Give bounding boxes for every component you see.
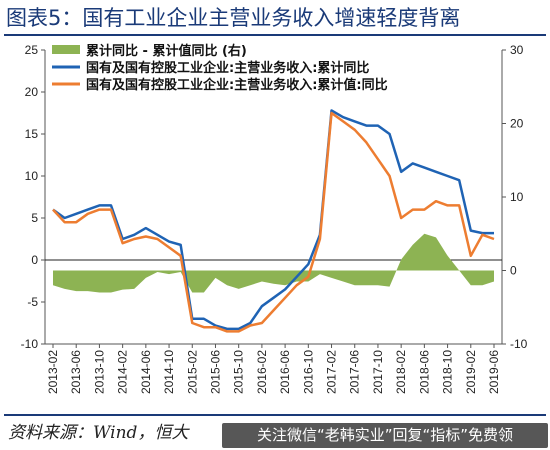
x-tick-label: 2015-02 — [185, 350, 199, 394]
x-tick-label: 2013-02 — [46, 350, 60, 394]
figure-title: 图表5：国有工业企业主营业务收入增速轻度背离 — [6, 6, 461, 30]
y-right-tick-label: 10 — [510, 190, 524, 204]
x-tick-label: 2018-02 — [394, 350, 408, 394]
y-right-tick-label: 30 — [510, 43, 524, 57]
series-line-cumulative-yoy — [52, 109, 494, 331]
x-tick-label: 2015-06 — [208, 350, 222, 394]
x-tick-label: 2017-02 — [325, 350, 339, 394]
x-tick-label: 2014-10 — [162, 350, 176, 394]
chart: -10 -5 0 5 10 15 20 25 -10 0 10 20 30 2013-02 2013-06 2… — [21, 43, 528, 394]
legend-label: 国有及国有控股工业企业:主营业务收入:累计值:同比 — [86, 77, 388, 93]
y-left-tick-label: 5 — [31, 211, 38, 225]
x-tick-label: 2018-06 — [417, 350, 431, 394]
x-tick-label: 2018-10 — [441, 350, 455, 394]
x-tick-label: 2014-06 — [139, 350, 153, 394]
y-left-tick-label: -5 — [27, 295, 38, 309]
y-right-tick-label: 0 — [510, 264, 517, 278]
y-right-tick-label: -10 — [510, 337, 528, 351]
x-tick-label: 2019-02 — [464, 350, 478, 394]
legend-label: 国有及国有控股工业企业:主营业务收入:累计同比 — [86, 60, 369, 76]
y-left-tick-label: 20 — [25, 85, 39, 99]
x-tick-label: 2013-10 — [92, 350, 106, 394]
bottom-rule — [4, 414, 546, 416]
x-tick-label: 2013-06 — [69, 350, 83, 394]
x-tick-label: 2014-02 — [116, 350, 130, 394]
y-left-tick-label: 15 — [25, 127, 39, 141]
y-left-tick-label: 10 — [25, 169, 39, 183]
x-tick-label: 2015-10 — [232, 350, 246, 394]
x-tick-label: 2016-10 — [301, 350, 315, 394]
y-left-tick-label: 25 — [25, 43, 39, 57]
series-line-cumulative-value-yoy — [52, 111, 495, 333]
x-tick-label: 2017-10 — [371, 350, 385, 394]
x-tick-label: 2016-02 — [255, 350, 269, 394]
y-left-tick-label: 0 — [31, 253, 38, 267]
legend-swatch-area — [52, 45, 80, 54]
x-tick-label: 2019-06 — [487, 350, 501, 394]
y-left-tick-label: -10 — [21, 337, 39, 351]
watermark: 关注微信“老韩实业”回复“指标”免费领 — [222, 423, 548, 448]
x-tick-label: 2017-06 — [348, 350, 362, 394]
series-area-gap — [53, 233, 494, 293]
y-right-tick-label: 20 — [510, 117, 524, 131]
legend-label: 累计同比 - 累计值同比 (右) — [86, 43, 247, 59]
title-rule — [4, 34, 546, 36]
x-tick-label: 2016-06 — [278, 350, 292, 394]
source-note: 资料来源：Wind，恒大 — [8, 423, 189, 443]
